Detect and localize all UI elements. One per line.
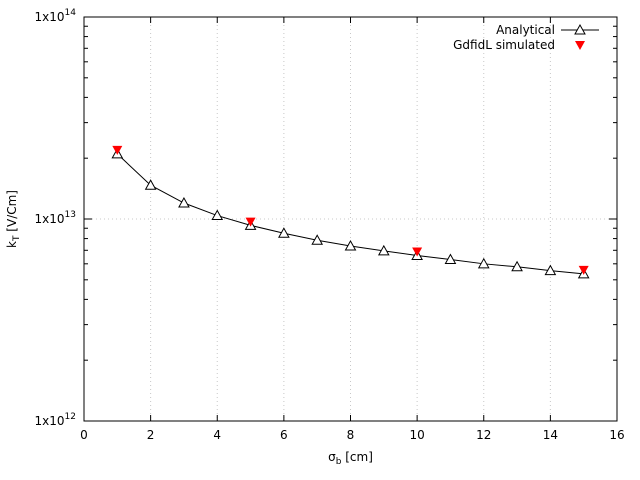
data-point <box>211 209 224 221</box>
data-point <box>344 239 357 251</box>
y-axis-label-subscript: T <box>12 235 22 242</box>
data-point <box>278 227 290 238</box>
x-tick-label: 12 <box>476 428 491 442</box>
data-point <box>311 234 324 245</box>
series-analytical <box>111 147 590 279</box>
x-axis-label: σb [cm] <box>328 450 373 467</box>
data-point <box>112 145 123 155</box>
series <box>111 145 590 279</box>
axis-ticks <box>83 16 618 422</box>
legend-label: GdfidL simulated <box>453 38 555 52</box>
x-tick-label: 16 <box>609 428 624 442</box>
y-axis-label-unit: [V/Cm] <box>5 190 19 236</box>
legend-item: GdfidL simulated <box>453 38 585 52</box>
x-tick-label: 8 <box>347 428 355 442</box>
x-axis-label-symbol: σ <box>328 450 336 464</box>
x-tick-label: 6 <box>280 428 288 442</box>
legend-marker <box>575 41 585 50</box>
legend-label: Analytical <box>496 23 555 37</box>
y-axis-label: kT [V/Cm] <box>5 190 22 248</box>
data-point <box>511 260 523 272</box>
x-tick-label: 4 <box>213 428 221 442</box>
y-tick-label: 1x1014 <box>35 8 77 24</box>
data-point <box>377 244 390 256</box>
x-tick-label: 14 <box>543 428 558 442</box>
data-point <box>245 217 256 227</box>
y-tick-labels: 1x1012 1x1013 1x1014 <box>35 8 77 428</box>
data-point <box>144 179 157 190</box>
legend-item: Analytical <box>496 23 599 37</box>
x-axis-label-unit: [cm] <box>341 450 372 464</box>
data-point <box>578 265 589 275</box>
x-tick-label: 10 <box>409 428 424 442</box>
x-tick-label: 0 <box>80 428 88 442</box>
grid-lines <box>84 17 617 421</box>
data-point <box>444 253 457 265</box>
data-point <box>178 196 190 208</box>
y-tick-label: 1x1013 <box>35 210 76 226</box>
series-gdfidl-simulated <box>112 145 589 275</box>
x-axis-label-subscript: b <box>336 457 342 467</box>
x-tick-labels: 0 2 4 6 8 10 12 14 16 <box>80 428 624 442</box>
data-point <box>412 247 423 257</box>
y-tick-label: 1x1012 <box>35 412 76 428</box>
data-point <box>477 257 490 269</box>
legend-marker <box>574 23 586 35</box>
data-point <box>544 264 557 276</box>
x-tick-label: 2 <box>147 428 155 442</box>
y-axis-label-symbol: k <box>5 241 19 248</box>
